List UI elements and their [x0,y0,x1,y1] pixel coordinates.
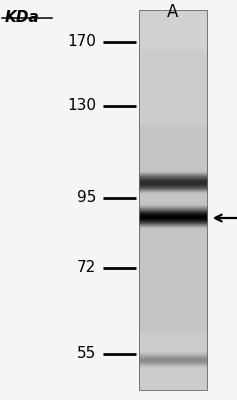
Text: 130: 130 [67,98,96,114]
Bar [139,10,207,390]
Text: A: A [167,3,179,21]
Text: KDa: KDa [5,10,40,25]
Text: 55: 55 [77,346,96,362]
Text: 95: 95 [77,190,96,206]
Text: 72: 72 [77,260,96,276]
Text: 170: 170 [67,34,96,50]
